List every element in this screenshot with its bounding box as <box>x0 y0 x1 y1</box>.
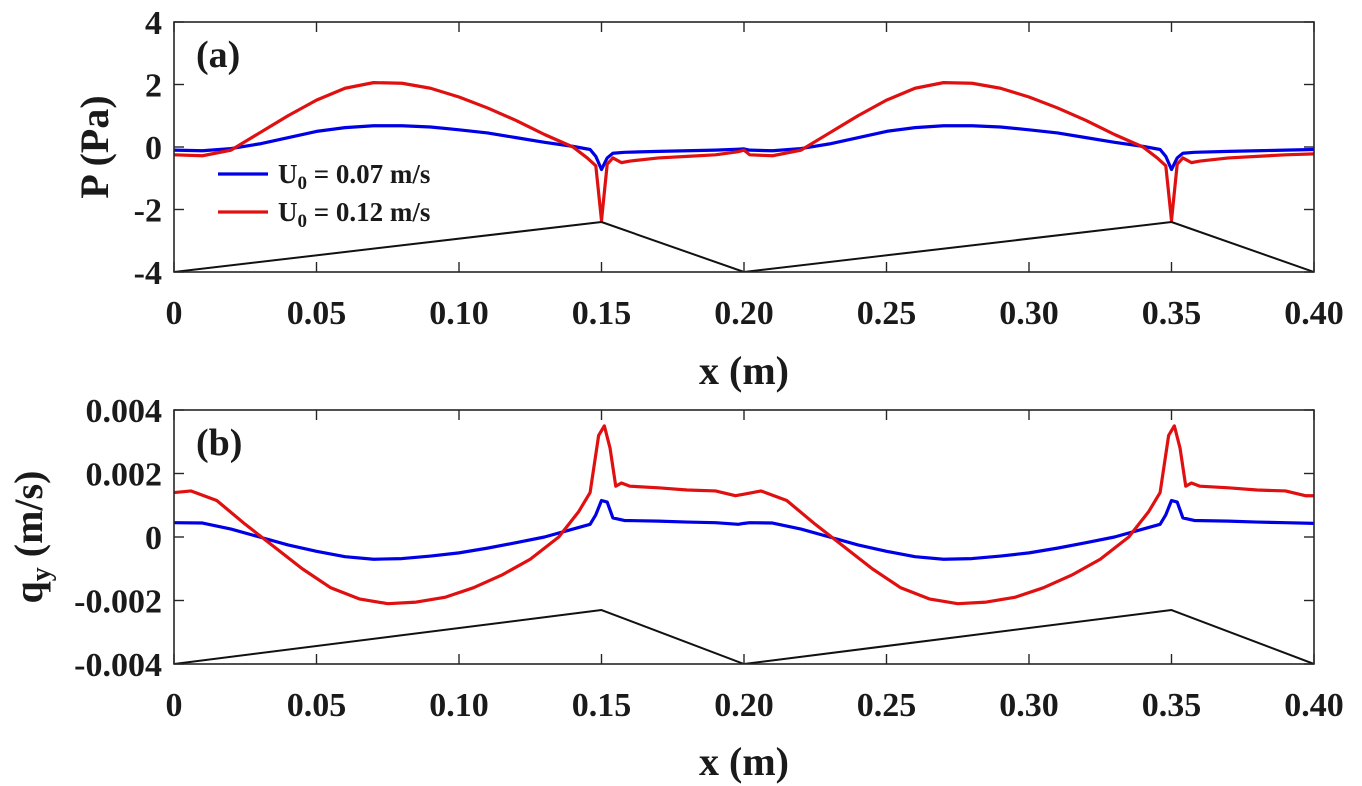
x-tick-label: 0.05 <box>287 295 347 332</box>
x-tick-label: 0.20 <box>714 687 774 724</box>
legend-name: U <box>278 159 298 189</box>
x-tick-label: 0.40 <box>1284 687 1344 724</box>
x-axis-label: x (m) <box>699 739 789 784</box>
y-tick-label: 4 <box>145 5 162 42</box>
panel-label: (a) <box>196 34 240 76</box>
legend-rest: = 0.12 m/s <box>307 197 430 227</box>
y-tick-label: 0.004 <box>86 393 163 430</box>
x-tick-label: 0.10 <box>429 687 489 724</box>
y-tick-label: 0 <box>145 130 162 167</box>
y-axis-label-main: q <box>6 581 51 603</box>
plot-frame <box>173 409 1315 665</box>
series-line-u0-0-12-m-s <box>174 81 1314 223</box>
y-tick-label: -0.002 <box>74 584 162 621</box>
y-axis-label: qy (m/s) <box>6 471 57 604</box>
x-tick-label: 0.20 <box>714 295 774 332</box>
legend-sub: 0 <box>298 173 308 194</box>
x-tick-label: 0.35 <box>1142 687 1202 724</box>
legend-entry: U0 = 0.07 m/s <box>278 159 430 194</box>
series-line-u0-0-12-m-s <box>174 424 1314 606</box>
y-tick-label: -4 <box>134 255 162 292</box>
y-tick-label: 0.002 <box>86 457 163 494</box>
x-tick-label: 0.30 <box>999 687 1059 724</box>
x-tick-label: 0.25 <box>857 687 917 724</box>
y-tick-label: -0.004 <box>74 647 162 684</box>
x-tick-label: 0.15 <box>572 295 632 332</box>
x-tick-label: 0.25 <box>857 295 917 332</box>
x-tick-label: 0.05 <box>287 687 347 724</box>
panel-b: 0 0.05 0.10 0.15 0.20 0.25 0.30 0.35 0.40 0.004 0.… <box>6 393 1344 784</box>
y-tick-label: -2 <box>134 193 162 230</box>
x-tick-label: 0.30 <box>999 295 1059 332</box>
legend-entry: U0 = 0.12 m/s <box>278 197 430 232</box>
legend-sub: 0 <box>298 211 308 232</box>
panel-a: 0 0.05 0.10 0.15 0.20 0.25 0.30 0.35 0.40 4 2 0 -2 -4… <box>72 5 1344 393</box>
y-axis-label-sub: y <box>26 567 57 581</box>
legend-rest: = 0.07 m/s <box>307 159 430 189</box>
series-line-bedform <box>174 609 1314 664</box>
series-group <box>174 81 1314 272</box>
x-tick-label: 0.10 <box>429 295 489 332</box>
x-tick-label: 0 <box>166 687 183 724</box>
y-tick-label: 0 <box>145 520 162 557</box>
series-line-u0-0-07-m-s <box>174 498 1314 561</box>
series-group <box>174 424 1314 664</box>
x-axis-label: x (m) <box>699 348 789 393</box>
y-tick-label: 2 <box>145 68 162 105</box>
x-tick-label: 0.15 <box>572 687 632 724</box>
series-line-bedform <box>174 221 1314 272</box>
legend-name: U <box>278 197 298 227</box>
x-tick-label: 0.35 <box>1142 295 1202 332</box>
y-axis-label: P (Pa) <box>72 95 117 198</box>
y-axis-label-unit: (m/s) <box>6 471 51 568</box>
x-tick-label: 0.40 <box>1284 295 1344 332</box>
x-tick-label: 0 <box>166 295 183 332</box>
panel-label: (b) <box>196 422 242 464</box>
